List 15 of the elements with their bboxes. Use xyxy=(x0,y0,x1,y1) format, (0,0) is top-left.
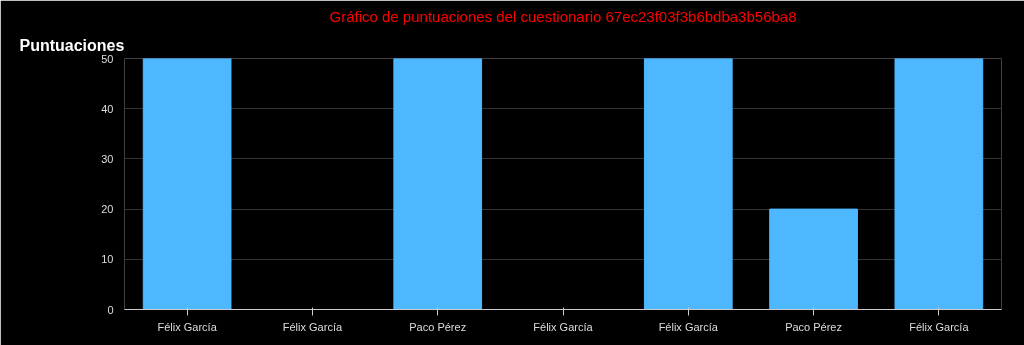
x-tick-label: Félix García xyxy=(157,320,218,333)
y-tick-label: 40 xyxy=(101,102,114,115)
x-tick-label: Paco Pérez xyxy=(785,320,843,333)
chart-title: Gráfico de puntuaciones del cuestionario 67ec23f03f3b6bdba3b56ba8 xyxy=(329,7,797,25)
y-tick-label: 30 xyxy=(101,152,114,165)
y-tick-label: 10 xyxy=(101,253,114,266)
y-tick-label: 50 xyxy=(101,52,114,65)
y-axis-title: Puntuaciones xyxy=(19,36,125,54)
y-tick-label: 0 xyxy=(107,303,114,316)
y-tick-label: 20 xyxy=(101,203,114,216)
x-tick-label: Félix García xyxy=(909,320,970,333)
x-tick-label: Paco Pérez xyxy=(409,320,467,333)
x-tick-label: Félix García xyxy=(658,320,719,333)
x-tick-label: Félix García xyxy=(282,320,343,333)
x-tick-label: Félix García xyxy=(533,320,594,333)
